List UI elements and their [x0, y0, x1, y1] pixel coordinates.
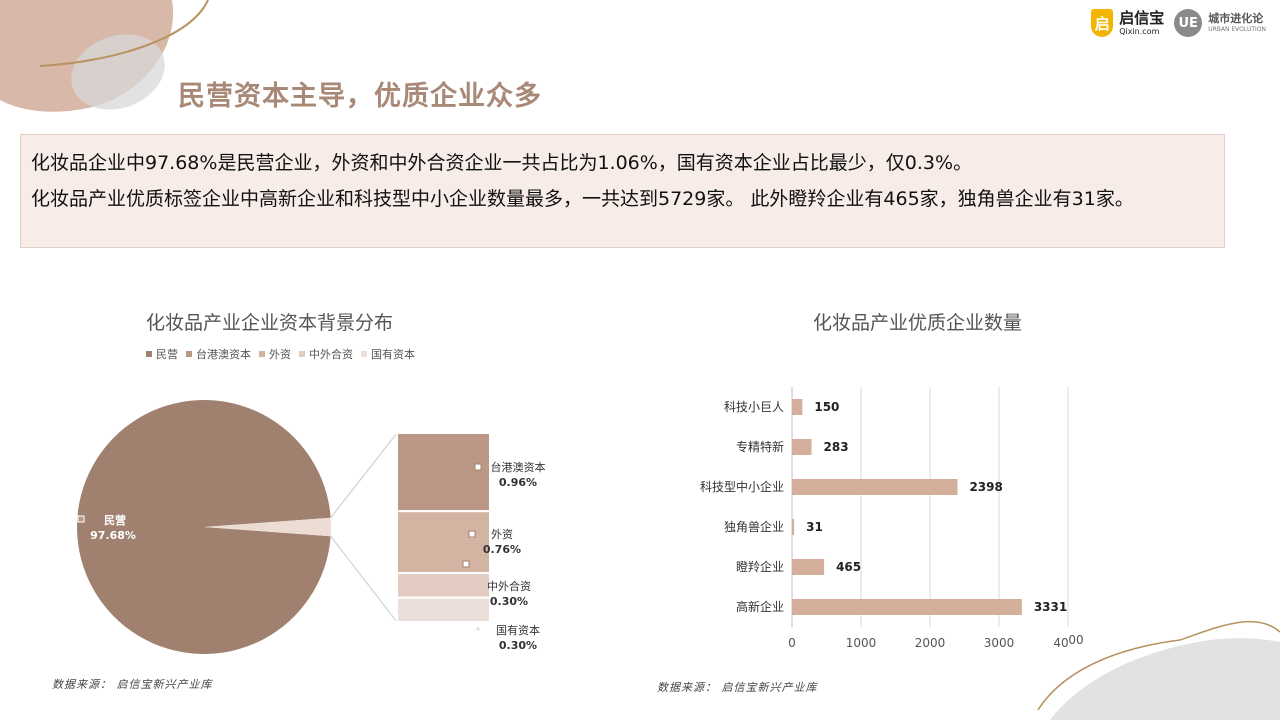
pie-legend-swatch — [361, 351, 367, 357]
pie-label-name: 民营 — [104, 513, 126, 527]
pie-label-name: 国有资本 — [496, 623, 540, 637]
qixin-logo-cn: 启信宝 — [1119, 8, 1165, 27]
pie-legend-item: 外资 — [259, 346, 291, 362]
bar-value-label: 150 — [814, 400, 839, 414]
top-left-curve-line — [39, 0, 209, 67]
connector-line-top — [330, 432, 398, 519]
pie-label-name: 台港澳资本 — [491, 460, 546, 474]
ue-logo-icon: UE — [1174, 9, 1203, 37]
pie-source-note: 数据来源： 启信宝新兴产业库 — [52, 678, 213, 691]
qixin-logo-en: Qixin.com — [1119, 26, 1160, 36]
stack-segment-台港澳资本 — [396, 432, 491, 513]
bar-科技小巨人 — [792, 399, 803, 415]
pie-slice-民营 — [76, 399, 331, 654]
bar-科技型中小企业 — [792, 479, 958, 495]
pie-chart: 台港澳资本 0.96% 外资 0.76% 中外合资 0.30% 国有资本 0.30% 民营 97.… — [76, 399, 546, 654]
pie-legend-label: 民营 — [156, 348, 178, 361]
pie-legend: 民营 台港澳资本 外资 中外合资 国有资本 — [146, 346, 415, 362]
bar-value-label: 2398 — [969, 480, 1002, 494]
label-marker — [468, 530, 476, 538]
pie-legend-item: 民营 — [146, 346, 178, 362]
pie-legend-item: 台港澳资本 — [186, 346, 251, 362]
connector-line-bottom — [330, 535, 398, 623]
qixin-logo-icon: 启 — [1091, 9, 1114, 37]
stack-segment-中外合资 — [396, 572, 491, 599]
ue-logo-cn: 城市进化论 — [1208, 12, 1264, 25]
bar-value-label: 31 — [806, 520, 823, 534]
x-tick-label: 0 — [788, 636, 796, 650]
pie-label-value: 97.68% — [90, 529, 136, 542]
label-marker — [476, 627, 480, 631]
bar-value-label: 465 — [836, 560, 861, 574]
label-marker — [77, 515, 85, 523]
pie-legend-swatch — [299, 351, 305, 357]
pie-label-name: 中外合资 — [487, 579, 531, 593]
top-left-blob — [0, 0, 174, 112]
pie-slice-other-combined — [204, 517, 331, 537]
bar-value-label: 283 — [824, 440, 849, 454]
pie-label-value: 0.76% — [483, 543, 521, 556]
pie-label-value: 0.96% — [499, 476, 537, 489]
pie-label-name: 外资 — [491, 528, 513, 541]
pie-legend-swatch — [146, 351, 152, 357]
bar-瞪羚企业 — [792, 559, 825, 575]
label-marker — [462, 560, 470, 568]
bar-专精特新 — [792, 439, 812, 455]
pie-label-value: 0.30% — [490, 595, 528, 608]
pie-legend-swatch — [259, 351, 265, 357]
stack-segment-外资 — [396, 510, 491, 575]
category-label: 科技小巨人 — [724, 400, 784, 414]
x-tick-label: 1000 — [846, 636, 877, 650]
page-title: 民营资本主导，优质企业众多 — [178, 81, 542, 112]
x-tick-label: 2000 — [915, 636, 946, 650]
bar-value-label: 3331 — [1034, 600, 1067, 614]
category-label: 高新企业 — [736, 599, 784, 614]
pie-legend-item: 中外合资 — [299, 346, 353, 362]
summary-box: 化妆品企业中97.68%是民营企业，外资和中外合资企业一共占比为1.06%，国有… — [20, 134, 1225, 248]
pie-legend-item: 国有资本 — [361, 346, 415, 362]
category-label: 瞪羚企业 — [736, 559, 784, 574]
pie-legend-label: 台港澳资本 — [196, 348, 251, 361]
x-tick-label: 3000 — [984, 636, 1015, 650]
logo-area: 启 启信宝 Qixin.com UE 城市进化论 URBAN EVOLUTION — [1091, 6, 1266, 40]
bar-chart: 0 1000 2000 3000 40 00 科技小巨人 150 专精特新 283 科技型中小企业 2… — [700, 387, 1084, 650]
summary-line-1: 化妆品企业中97.68%是民营企业，外资和中外合资企业一共占比为1.06%，国有… — [31, 152, 973, 174]
x-tick-label: 00 — [1068, 633, 1083, 647]
pie-legend-swatch — [186, 351, 192, 357]
pie-legend-label: 国有资本 — [371, 348, 415, 361]
category-label: 科技型中小企业 — [700, 479, 784, 494]
pie-legend-label: 外资 — [269, 348, 291, 361]
category-label: 独角兽企业 — [724, 519, 784, 534]
category-label: 专精特新 — [736, 439, 784, 454]
pie-legend-label: 中外合资 — [309, 348, 353, 361]
label-marker — [474, 463, 482, 471]
top-left-grey-blob — [71, 34, 165, 110]
bar-高新企业 — [792, 599, 1022, 615]
bar-chart-title: 化妆品产业优质企业数量 — [813, 312, 1023, 334]
bar-独角兽企业 — [792, 519, 795, 535]
bar-source-note: 数据来源： 启信宝新兴产业库 — [657, 681, 818, 694]
stack-segment-国有资本 — [396, 596, 491, 624]
pie-label-value: 0.30% — [499, 639, 537, 652]
pie-chart-title: 化妆品产业企业资本背景分布 — [146, 312, 394, 334]
ue-logo-text: 城市进化论 URBAN EVOLUTION — [1208, 13, 1266, 33]
summary-line-2: 化妆品产业优质标签企业中高新企业和科技型中小企业数量最多，一共达到5729家。 … — [31, 188, 1134, 210]
x-tick-label: 40 — [1053, 636, 1068, 650]
qixin-logo-text: 启信宝 Qixin.com — [1119, 8, 1165, 36]
ue-logo-en: URBAN EVOLUTION — [1208, 26, 1266, 33]
